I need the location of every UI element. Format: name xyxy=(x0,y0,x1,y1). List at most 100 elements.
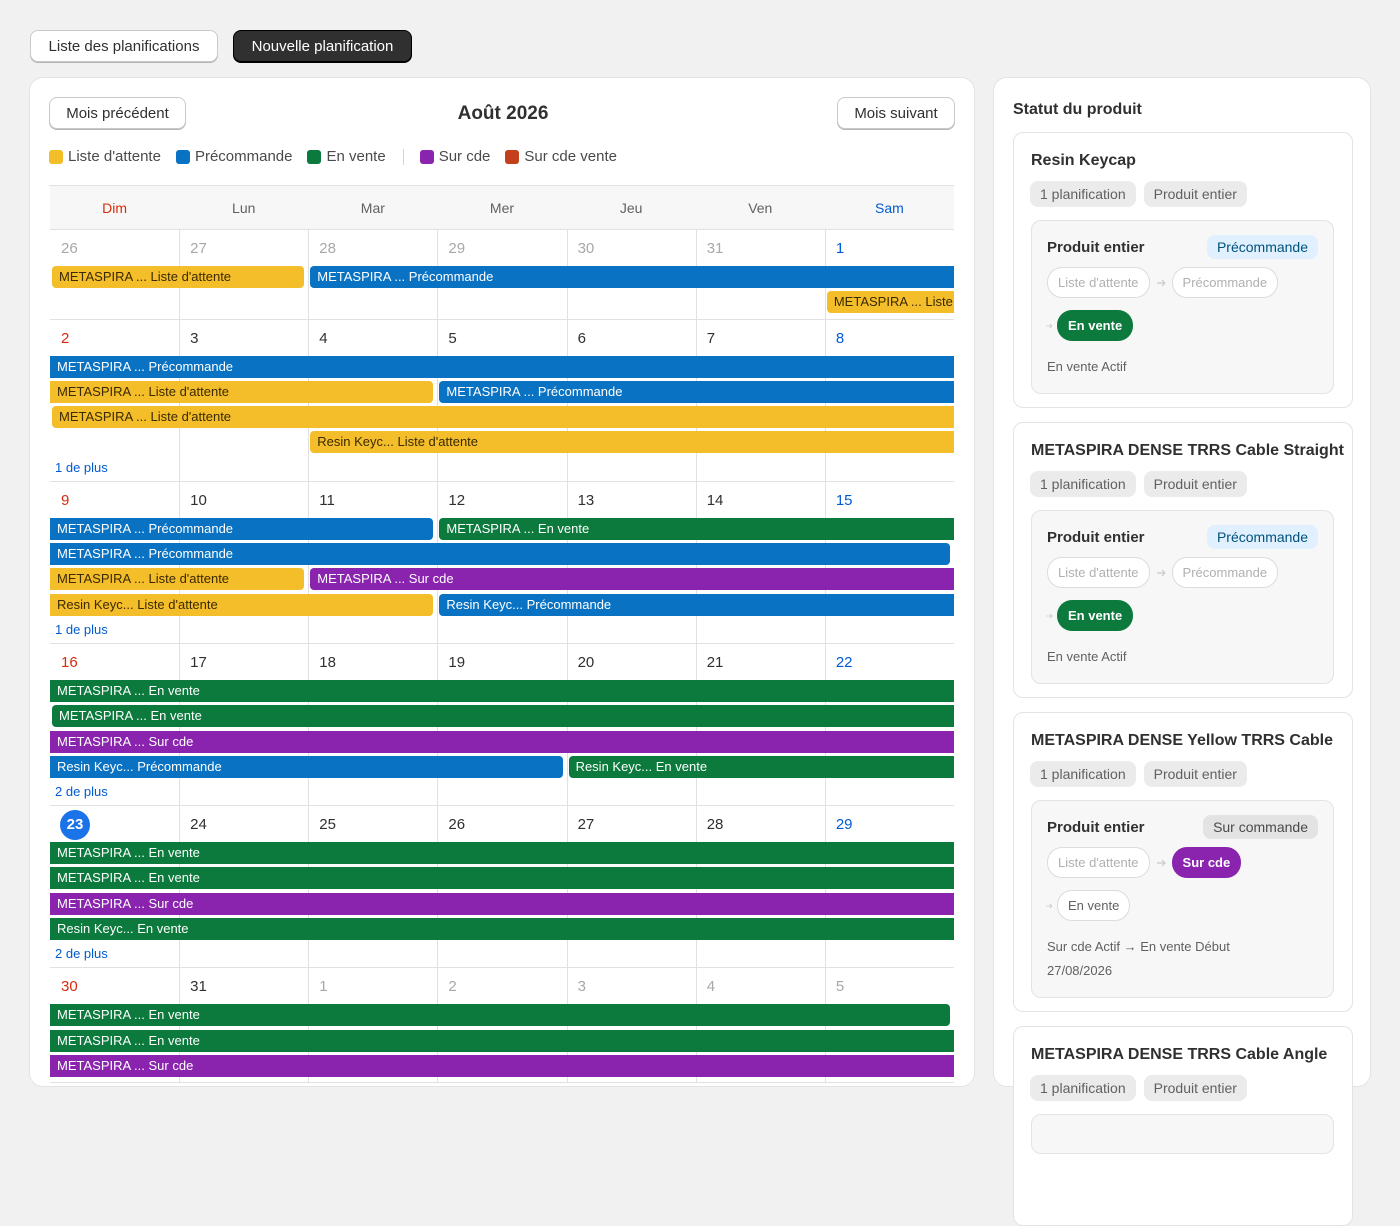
week-row: 30 31 1 2 3 4 5 METASPIRA ... En vente METASPIRA… xyxy=(50,968,954,1084)
tag: 1 planification xyxy=(1030,1075,1136,1101)
day-number: 7 xyxy=(706,329,716,347)
calendar-event[interactable]: Resin Keyc... En vente xyxy=(50,918,954,941)
calendar-grid: Dim Lun Mar Mer Jeu Ven Sam 26 27 28 29 30 31 1 METASP… xyxy=(49,185,954,1084)
tag-list: 1 planification Produit entier xyxy=(1030,471,1247,497)
calendar-event[interactable]: METASPIRA ... Liste d'attente xyxy=(52,266,305,288)
calendar-event[interactable]: METASPIRA ... Liste d'attente xyxy=(50,568,305,591)
calendar-event[interactable]: METASPIRA ... En vente xyxy=(50,867,954,890)
calendar-event[interactable]: METASPIRA ... En vente xyxy=(439,517,954,540)
legend-item: En vente xyxy=(307,148,386,165)
tag: Produit entier xyxy=(1143,761,1247,787)
calendar-event[interactable]: METASPIRA ... En vente xyxy=(50,1004,950,1027)
day-number: 30 xyxy=(577,240,595,257)
tag: 1 planification xyxy=(1030,761,1136,787)
tag-list: 1 planification Produit entier xyxy=(1030,181,1247,207)
calendar-event[interactable]: Resin Keyc... Précommande xyxy=(439,593,954,616)
weekday-header: Lun xyxy=(179,186,309,230)
day-number: 25 xyxy=(319,816,336,834)
more-link[interactable]: 2 de plus xyxy=(55,946,108,962)
calendar-event[interactable]: Resin Keyc... Précommande xyxy=(50,755,563,778)
day-number: 29 xyxy=(448,240,466,257)
day-number: 13 xyxy=(577,491,595,509)
calendar-event[interactable]: METASPIRA ... Sur cde xyxy=(50,1054,954,1077)
legend-item: Précommande xyxy=(175,148,292,165)
calendar-event[interactable]: METASPIRA ... En vente xyxy=(50,842,954,865)
weekday-header: Sam xyxy=(824,186,954,230)
day-number: 2 xyxy=(61,329,70,347)
day-number: 19 xyxy=(448,654,466,671)
status-step: En vente xyxy=(1057,310,1134,341)
day-number: 28 xyxy=(319,240,336,257)
day-number: 22 xyxy=(835,654,853,671)
weekday-header: Jeu xyxy=(566,186,696,230)
more-link[interactable]: 1 de plus xyxy=(55,621,108,637)
tag-list: 1 planification Produit entier xyxy=(1030,1075,1247,1101)
step-arrow xyxy=(1156,279,1166,286)
day-number: 5 xyxy=(835,978,845,996)
status-step: Précommande xyxy=(1171,557,1279,588)
legend: Liste d'attente Précommande En vente Sur cd… xyxy=(49,148,632,165)
tag: Produit entier xyxy=(1143,181,1247,207)
calendar-event[interactable]: Resin Keyc... Liste d'attente xyxy=(50,593,434,616)
calendar-event[interactable]: METASPIRA ... Sur cde xyxy=(310,568,954,591)
status-note: En vente Actif xyxy=(1047,649,1127,664)
calendar-event[interactable]: METASPIRA ... Précommande xyxy=(310,266,954,288)
calendar-event[interactable]: METASPIRA ... Liste d'attente xyxy=(52,406,954,429)
day-number: 29 xyxy=(835,816,853,834)
step-arrow xyxy=(1156,569,1166,576)
more-link[interactable]: 2 de plus xyxy=(55,784,108,800)
calendar-event[interactable]: METASPIRA ... Précommande xyxy=(50,355,954,378)
step-list: Liste d'attente Sur cde En vente xyxy=(1046,847,1318,921)
status-step: Sur cde xyxy=(1171,847,1242,878)
scope-title: Produit entier xyxy=(1047,238,1145,256)
week-row: 26 27 28 29 30 31 1 METASPIRA ... Liste d'atten… xyxy=(50,230,954,320)
week-row: 2 3 4 5 6 7 8 METASPIRA ... Précommande METASPIR… xyxy=(50,319,954,482)
product-card: METASPIRA DENSE TRRS Cable Straight 1 pla… xyxy=(1013,422,1353,698)
day-number: 28 xyxy=(706,816,724,834)
calendar-event[interactable]: METASPIRA ... Précommande xyxy=(50,517,434,540)
day-number: 3 xyxy=(577,978,586,996)
day-number: 21 xyxy=(706,654,724,671)
week-row: 16 17 18 19 20 21 22 METASPIRA ... En vente META… xyxy=(50,644,954,807)
calendar-event[interactable]: METASPIRA ... Liste d'attente xyxy=(826,291,954,314)
legend-separator xyxy=(402,148,404,165)
tab[interactable]: Liste des planifications xyxy=(30,30,218,62)
weekday-header: Ven xyxy=(695,186,825,230)
day-number: 23 xyxy=(66,816,84,834)
scope-title: Produit entier xyxy=(1047,818,1145,836)
tag: 1 planification xyxy=(1030,471,1136,497)
day-number: 20 xyxy=(577,654,595,671)
calendar-event[interactable]: METASPIRA ... Sur cde xyxy=(50,892,954,915)
product-card: METASPIRA DENSE TRRS Cable Angle 1 planif… xyxy=(1013,1026,1353,1226)
legend-item: Sur cde vente xyxy=(505,148,617,165)
calendar-event[interactable]: METASPIRA ... En vente xyxy=(50,680,954,702)
product-name: METASPIRA DENSE TRRS Cable Straight xyxy=(1031,442,1344,459)
calendar-event[interactable]: METASPIRA ... En vente xyxy=(52,705,954,728)
day-number: 3 xyxy=(190,329,199,347)
next-month-button[interactable]: Mois suivant xyxy=(837,97,955,129)
calendar-event[interactable]: Resin Keyc... En vente xyxy=(568,755,954,778)
day-number: 16 xyxy=(61,654,78,671)
calendar-event[interactable]: METASPIRA ... Précommande xyxy=(439,380,954,403)
more-link[interactable]: 1 de plus xyxy=(55,459,108,475)
prev-month-button[interactable]: Mois précédent xyxy=(49,97,186,129)
calendar-event[interactable]: METASPIRA ... En vente xyxy=(50,1029,954,1052)
status-step: En vente xyxy=(1057,600,1134,631)
status-step: Précommande xyxy=(1171,267,1279,298)
week-row: 9 10 11 12 13 14 15 METASPIRA ... Précommande ME… xyxy=(50,481,954,644)
day-number: 1 xyxy=(319,978,328,996)
product-name: METASPIRA DENSE Yellow TRRS Cable xyxy=(1031,732,1333,749)
day-number: 12 xyxy=(448,491,466,509)
tab-active[interactable]: Nouvelle planification xyxy=(233,30,412,62)
calendar-event[interactable]: METASPIRA ... Sur cde xyxy=(50,730,954,753)
weekday-header: Mer xyxy=(437,186,567,230)
tag: Produit entier xyxy=(1143,471,1247,497)
calendar-event[interactable]: Resin Keyc... Liste d'attente xyxy=(310,431,954,454)
day-number: 31 xyxy=(706,240,724,257)
day-number: 27 xyxy=(577,816,595,834)
calendar-event[interactable]: METASPIRA ... Précommande xyxy=(50,543,950,566)
legend-item: Sur cde xyxy=(419,148,490,165)
day-number: 18 xyxy=(319,654,336,671)
step-arrow xyxy=(1046,613,1053,618)
calendar-event[interactable]: METASPIRA ... Liste d'attente xyxy=(50,380,434,403)
